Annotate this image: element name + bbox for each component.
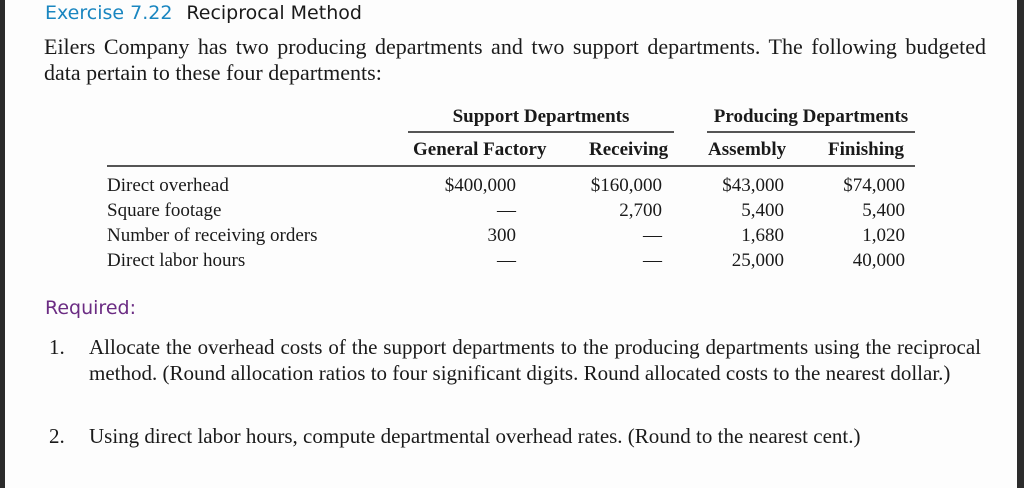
item-number: 2. (49, 424, 65, 448)
table-cell: — (643, 225, 662, 246)
row-label: Direct labor hours (107, 250, 246, 271)
table-cell: — (497, 250, 516, 271)
table-cell: $400,000 (444, 175, 516, 196)
table-cell: 5,400 (862, 200, 905, 221)
table-cell: — (643, 250, 662, 271)
table-cell: 2,700 (619, 200, 662, 221)
column-header-general-factory: General Factory (413, 139, 547, 160)
column-header-assembly: Assembly (708, 139, 787, 160)
item-number: 1. (49, 335, 65, 359)
item-text: Allocate the overhead costs of the suppo… (89, 335, 981, 385)
group-header-support: Support Departments (408, 106, 674, 133)
table-cell: 5,400 (741, 200, 784, 221)
group-header-producing: Producing Departments (707, 106, 915, 133)
column-header-finishing: Finishing (828, 139, 905, 160)
textbook-page: Exercise 7.22 Reciprocal Method Eilers Co… (5, 0, 1017, 488)
header-rule (107, 165, 915, 167)
table-cell: — (497, 200, 516, 221)
table-cell: $74,000 (843, 175, 905, 196)
item-text: Using direct labor hours, compute depart… (89, 424, 861, 448)
exercise-number: Exercise 7.22 (45, 2, 173, 24)
table-cell: $43,000 (722, 175, 784, 196)
table-cell: 40,000 (852, 250, 905, 271)
table-cell: $160,000 (590, 175, 662, 196)
column-header-receiving: Receiving (589, 139, 669, 160)
intro-paragraph: Eilers Company has two producing departm… (44, 34, 986, 85)
row-label: Square footage (107, 200, 222, 221)
required-heading: Required: (45, 297, 136, 319)
table-cell: 25,000 (731, 250, 784, 271)
table-cell: 300 (487, 225, 517, 246)
row-label: Number of receiving orders (107, 225, 318, 246)
table-cell: 1,020 (862, 225, 905, 246)
exercise-title: Reciprocal Method (186, 2, 362, 24)
exercise-heading: Exercise 7.22 Reciprocal Method (45, 2, 362, 24)
table-cell: 1,680 (741, 225, 784, 246)
row-label: Direct overhead (107, 175, 229, 196)
